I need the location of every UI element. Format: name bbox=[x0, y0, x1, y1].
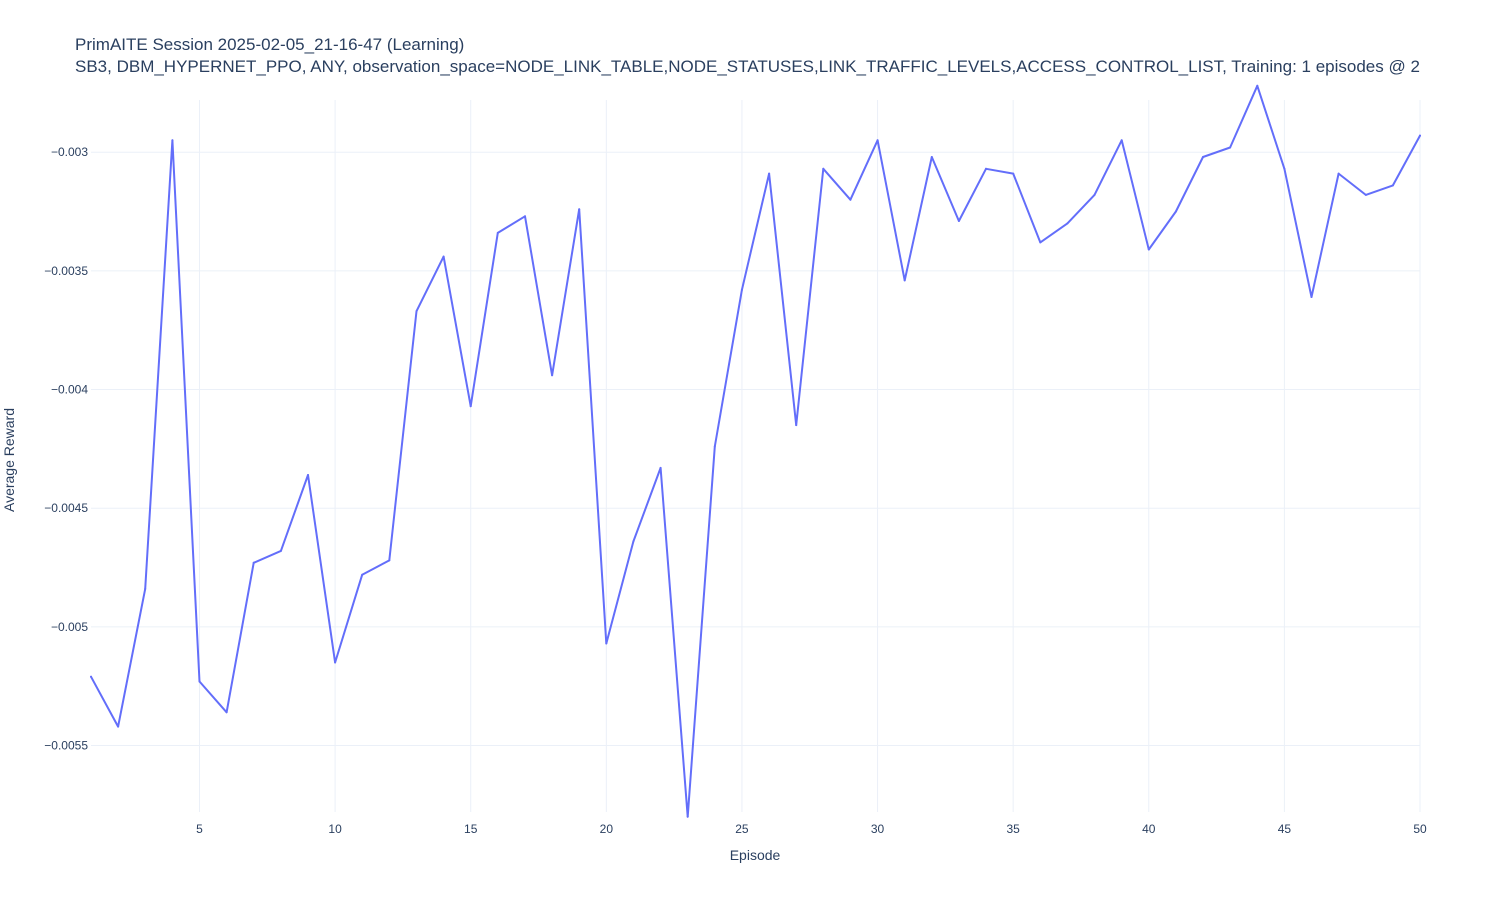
data-point bbox=[605, 642, 608, 645]
y-tick-label: −0.0055 bbox=[44, 739, 88, 753]
data-point bbox=[90, 675, 92, 678]
data-point bbox=[171, 139, 174, 142]
data-point bbox=[1229, 146, 1232, 149]
y-tick-label: −0.004 bbox=[51, 383, 88, 397]
x-tick-label: 10 bbox=[328, 822, 342, 836]
data-point bbox=[1419, 134, 1421, 137]
chart-title: PrimAITE Session 2025-02-05_21-16-47 (Le… bbox=[75, 35, 464, 54]
data-point bbox=[632, 540, 635, 543]
data-point bbox=[1012, 172, 1015, 175]
data-point bbox=[334, 661, 337, 664]
chart-subtitle: SB3, DBM_HYPERNET_PPO, ANY, observation_… bbox=[75, 57, 1420, 76]
data-point bbox=[361, 573, 364, 576]
y-tick-labels: −0.003 −0.0035 −0.004 −0.0045 −0.005 −0.0055 bbox=[44, 145, 88, 752]
data-point bbox=[903, 279, 906, 282]
x-gridlines bbox=[198, 100, 1421, 812]
y-gridlines bbox=[91, 151, 1420, 747]
data-point bbox=[415, 310, 418, 313]
x-tick-label: 45 bbox=[1278, 822, 1292, 836]
y-tick-label: −0.003 bbox=[51, 145, 88, 159]
x-tick-label: 30 bbox=[871, 822, 885, 836]
data-point bbox=[388, 559, 391, 562]
y-tick-label: −0.005 bbox=[51, 620, 88, 634]
x-tick-labels: 5 10 15 20 25 30 35 40 45 50 bbox=[196, 822, 1427, 836]
y-axis-title: Average Reward bbox=[1, 408, 17, 512]
data-point bbox=[795, 424, 798, 427]
data-point bbox=[1364, 193, 1367, 196]
series-layer bbox=[90, 84, 1421, 818]
data-point bbox=[117, 725, 120, 728]
data-point bbox=[740, 288, 743, 291]
data-point bbox=[957, 220, 960, 222]
data-point bbox=[713, 445, 716, 448]
data-point bbox=[849, 198, 852, 201]
x-tick-label: 5 bbox=[196, 822, 203, 836]
data-point bbox=[1202, 156, 1204, 158]
x-tick-label: 35 bbox=[1006, 822, 1020, 836]
y-tick-label: −0.0045 bbox=[44, 501, 88, 515]
data-point bbox=[198, 680, 201, 683]
data-point bbox=[1120, 139, 1123, 142]
data-point bbox=[496, 231, 499, 234]
data-point bbox=[768, 172, 771, 175]
x-tick-label: 50 bbox=[1413, 822, 1427, 836]
data-point bbox=[279, 549, 282, 552]
x-tick-label: 40 bbox=[1142, 822, 1156, 836]
data-point bbox=[578, 208, 581, 211]
data-point bbox=[307, 474, 309, 476]
data-point bbox=[659, 466, 662, 469]
data-point bbox=[225, 711, 228, 714]
data-point bbox=[822, 167, 825, 170]
data-point bbox=[1391, 184, 1394, 187]
data-point bbox=[686, 815, 689, 818]
x-axis-title: Episode bbox=[730, 847, 781, 863]
data-point bbox=[144, 587, 147, 590]
x-tick-label: 25 bbox=[735, 822, 749, 836]
y-tick-label: −0.0035 bbox=[44, 264, 88, 278]
data-point bbox=[1066, 222, 1069, 225]
data-point bbox=[252, 561, 255, 564]
data-point bbox=[1147, 248, 1150, 251]
data-point bbox=[1093, 193, 1096, 196]
series-line bbox=[90, 84, 1421, 818]
data-point bbox=[1283, 167, 1286, 170]
data-point bbox=[1337, 172, 1340, 175]
data-point bbox=[985, 167, 987, 170]
data-point bbox=[469, 405, 472, 408]
data-point bbox=[930, 156, 933, 158]
data-point bbox=[524, 215, 526, 218]
data-point bbox=[1174, 210, 1177, 213]
x-tick-label: 20 bbox=[600, 822, 614, 836]
data-point bbox=[442, 255, 445, 258]
data-point bbox=[551, 374, 554, 377]
data-point bbox=[876, 139, 879, 142]
x-tick-label: 15 bbox=[464, 822, 478, 836]
data-point bbox=[1256, 84, 1259, 87]
data-point bbox=[1039, 241, 1042, 244]
data-point bbox=[1310, 296, 1313, 298]
